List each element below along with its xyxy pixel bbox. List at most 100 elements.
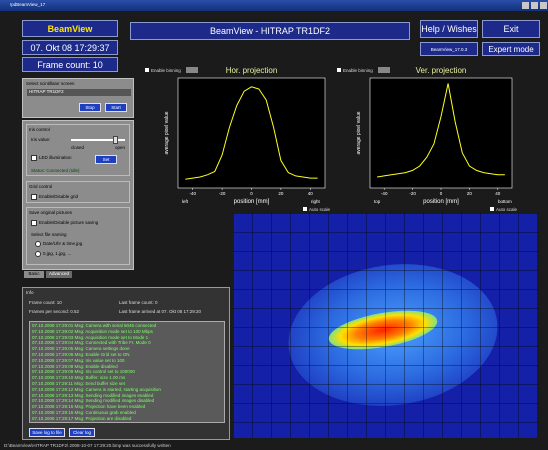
axis-end-label: left	[182, 199, 189, 204]
label: Enable/Disable grid	[39, 194, 79, 200]
binning-label: Enable binning	[151, 68, 181, 73]
save-log-button[interactable]: Save log to file	[29, 428, 65, 437]
axis-end-label: top	[374, 199, 381, 204]
radio[interactable]	[35, 241, 41, 247]
radio-option[interactable]: 0.jpg, 1.jpg, ...	[35, 251, 71, 257]
log-line: 07.10.2008 17:29:09 Msg: Iris control se…	[32, 369, 135, 375]
log-line: 07.10.2008 17:29:03 Msg: Acquisition mod…	[32, 334, 149, 340]
checkbox[interactable]	[31, 155, 37, 161]
iris-group: Iris control Iris value: closed open LED…	[26, 124, 130, 176]
info-text: Last frame arrived at 07. Okt 08 17:29:2…	[119, 309, 202, 314]
plot-area	[177, 77, 326, 189]
control-panel: Iris control Iris value: closed open LED…	[22, 120, 134, 270]
title-bar: !pdBeamView_17	[0, 0, 548, 11]
grid-group: Grid control Enable/Disable grid	[26, 181, 130, 203]
x-tick-label: 20	[278, 191, 284, 196]
log-line: 07.10.2008 17:29:02 Msg: Acquisition mod…	[32, 328, 153, 334]
x-tick-label: -40	[189, 191, 196, 196]
stop-button[interactable]: Stop	[79, 103, 101, 112]
log-line: 07.10.2008 17:29:07 Msg: Iris value set …	[32, 357, 125, 363]
set-button[interactable]: Set	[95, 155, 117, 164]
projection-line	[185, 86, 318, 180]
log-line: 07.10.2008 17:29:14 Msg: Sending modifie…	[32, 398, 155, 404]
grid-overlay	[233, 213, 538, 438]
x-tick-label: 40	[495, 191, 501, 196]
binning-checkbox	[337, 68, 341, 72]
label: closed	[71, 145, 85, 150]
slider-thumb[interactable]	[113, 136, 118, 144]
status: Status: Connected (Idle)	[31, 168, 80, 173]
log-line: 07.10.2008 17:29:06 Msg: Enable Grid set…	[32, 351, 130, 357]
checkbox[interactable]	[31, 220, 37, 226]
save-checkbox[interactable]: Enable/Disable picture saving	[31, 220, 98, 226]
log-line: 07.10.2008 17:29:10 Msg: Buffer: size 1.…	[32, 375, 126, 381]
window-title: !pdBeamView_17	[10, 2, 46, 7]
scintillator-panel: Select scintillator screen HITRAP TR1DF2…	[22, 78, 134, 118]
app-name: BeamView	[22, 20, 118, 37]
header-title: BeamView - HITRAP TR1DF2	[130, 22, 410, 40]
label: Info	[26, 290, 34, 295]
label: Select scintillator screen	[26, 81, 75, 86]
radio-option[interactable]: Date/Uhr & time.jpg	[35, 241, 82, 247]
x-axis-label: position [mm]	[423, 199, 459, 205]
x-tick-label: -20	[409, 191, 416, 196]
y-axis-label: average pixel value	[356, 111, 362, 154]
binning-toggle	[186, 67, 198, 73]
binning-toggle	[378, 67, 390, 73]
help-button[interactable]: Help / Wishes	[420, 20, 478, 38]
axis-end-label: bottom	[498, 199, 512, 204]
log-line: 07.10.2008 17:29:17 Msg: Projection are …	[32, 415, 132, 421]
beam-image	[233, 213, 538, 438]
grid-checkbox[interactable]: Enable/Disable grid	[31, 194, 78, 200]
binning-label: Enable binning	[343, 68, 373, 73]
info-panel: Info Frame count: 10 Frames per second: …	[22, 287, 230, 440]
checkbox[interactable]	[31, 194, 37, 200]
maximize[interactable]	[531, 2, 538, 9]
clear-log-button[interactable]: Clear log	[69, 428, 95, 437]
radio[interactable]	[35, 251, 41, 257]
plot-title: Ver. projection	[416, 66, 467, 75]
tab[interactable]: Basic	[24, 271, 44, 278]
led-checkbox[interactable]: LED illumination	[31, 155, 72, 161]
label: Save original pictures	[29, 210, 73, 215]
log-line: 07.10.2008 17:29:15 Msg: Projection have…	[32, 404, 146, 410]
x-tick-label: 40	[308, 191, 314, 196]
plot-area	[369, 77, 513, 189]
exit-button[interactable]: Exit	[482, 20, 540, 38]
minimize[interactable]	[522, 2, 529, 9]
label: Iris control	[29, 127, 50, 132]
screen-select[interactable]: HITRAP TR1DF2	[27, 89, 131, 96]
x-tick-label: -40	[381, 191, 388, 196]
iris-slider[interactable]	[71, 139, 125, 141]
log-line: 07.10.2008 17:29:04 Msg: Connected with …	[32, 340, 151, 346]
label: open	[115, 145, 126, 150]
label: Grid control	[29, 184, 53, 189]
log-line: 07.10.2008 17:29:01 Msg: Camera with ser…	[32, 323, 157, 328]
info-text: Frame count: 10	[29, 300, 62, 305]
auto-scale-label: Auto scale	[309, 207, 331, 212]
info-text: Frames per second: 0.52	[29, 309, 80, 314]
plot-title: Hor. projection	[226, 66, 278, 75]
close[interactable]	[540, 2, 547, 9]
axis-end-label: right	[311, 199, 321, 204]
save-group: Save original pictures Enable/Disable pi…	[26, 207, 130, 265]
y-axis-label: average pixel value	[164, 111, 170, 154]
version: BeamView_17.0.3	[420, 42, 478, 56]
label: Date/Uhr & time.jpg	[43, 241, 83, 247]
log-line: 07.10.2008 17:29:08 Msg: Enable disabled	[32, 363, 118, 369]
log-line: 07.10.2008 17:29:16 Msg: Continuous grab…	[32, 409, 136, 415]
label: Enable/Disable picture saving	[39, 220, 99, 226]
label: Select file naming	[31, 232, 67, 237]
info-text: Last frame count: 0	[119, 300, 158, 305]
start-button[interactable]: Start	[105, 103, 127, 112]
expert-button[interactable]: Expert mode	[482, 42, 540, 56]
x-tick-label: 0	[440, 191, 443, 196]
log-box: 07.10.2008 17:29:01 Msg: Camera with ser…	[29, 321, 225, 423]
log-line: 07.10.2008 17:29:11 Msg: Send buffer siz…	[32, 380, 125, 386]
date-time: 07. Okt 08 17:29:37	[22, 40, 118, 55]
auto-scale-label: Auto scale	[496, 207, 518, 212]
log-line: 07.10.2008 17:29:13 Msg: Sending modifie…	[32, 392, 154, 398]
tab[interactable]: Advanced	[46, 271, 72, 278]
